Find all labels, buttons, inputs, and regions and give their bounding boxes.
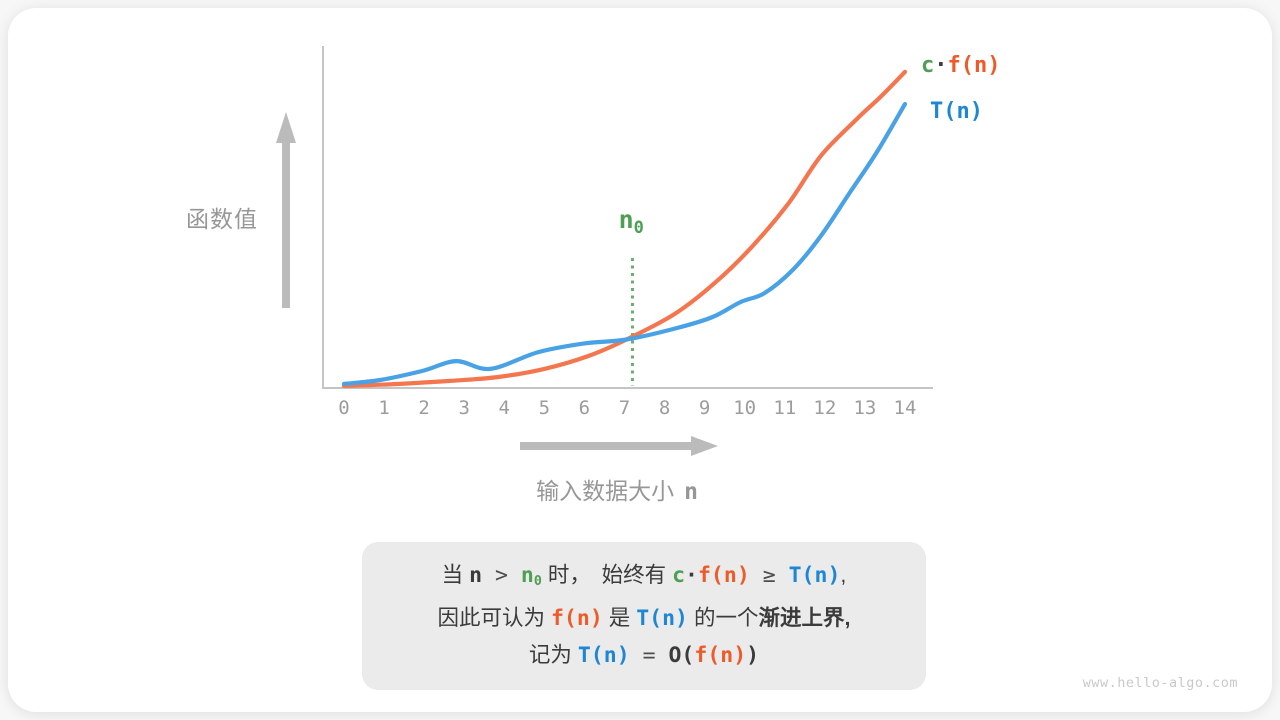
x-tick-label: 13 xyxy=(853,397,877,419)
legend-tn: T(n) xyxy=(930,99,983,124)
explanation-text-run: , xyxy=(844,605,851,630)
legend-cfn: c·f(n) xyxy=(921,53,1000,78)
legend-cfn-dot: · xyxy=(934,53,948,78)
explanation-text-run: 因此可认为 xyxy=(437,605,551,630)
explanation-text-run: T(n) xyxy=(577,642,630,668)
y-axis-label: 函数值 xyxy=(186,206,258,232)
explanation-text-run: > xyxy=(482,563,521,588)
x-tick-label: 4 xyxy=(498,397,510,419)
curve-tn xyxy=(341,101,908,386)
explanation-text-run: 是 xyxy=(602,605,637,630)
x-axis-label: 输入数据大小 n xyxy=(536,472,698,506)
explanation-text-run: 渐进上界 xyxy=(758,605,845,630)
explanation-text-run: 时， 始终有 xyxy=(541,563,673,587)
explanation-text-run: T(n) xyxy=(636,605,688,631)
x-axis-variable: n xyxy=(684,479,698,505)
explanation-line-1: 当 n > n0 时， 始终有 c·f(n) ≥ T(n), xyxy=(362,557,926,600)
n0-base: n xyxy=(618,205,634,234)
y-axis-arrow-icon xyxy=(276,112,296,308)
n0-annotation-label: n0 xyxy=(619,205,644,238)
curves-group xyxy=(341,69,908,389)
x-tick-label: 6 xyxy=(578,397,591,419)
explanation-text-run: T(n) xyxy=(788,563,841,588)
n0-subscript: 0 xyxy=(633,218,644,238)
curve-cfn xyxy=(341,69,908,389)
explanation-text-run: 的一个 xyxy=(688,605,759,630)
explanation-text-run: O( xyxy=(668,642,695,668)
legend-cfn-fn: f(n) xyxy=(947,53,1001,78)
explanation-line-3: 记为 T(n) = O(f(n)) xyxy=(362,637,926,674)
x-tick-label: 9 xyxy=(698,397,711,419)
x-tick-label: 0 xyxy=(338,397,350,419)
explanation-text-run: f(n) xyxy=(550,605,603,631)
x-axis-label-text: 输入数据大小 xyxy=(536,478,675,504)
legend-cfn-c: c xyxy=(921,53,935,78)
x-tick-label: 11 xyxy=(773,397,797,419)
explanation-text-run: f(n) xyxy=(697,563,750,588)
explanation-text-run: 当 xyxy=(441,563,470,587)
explanation-text-run: ≥ xyxy=(749,563,789,588)
explanation-box: 当 n > n0 时， 始终有 c·f(n) ≥ T(n), 因此可认为 f(n… xyxy=(362,542,926,690)
explanation-text-run: , xyxy=(840,563,847,587)
x-tick-label: 12 xyxy=(813,397,837,419)
explanation-text-run: 记为 xyxy=(528,642,578,667)
x-tick-label: 8 xyxy=(658,397,671,419)
explanation-text-run: · xyxy=(685,563,698,588)
x-tick-label: 7 xyxy=(618,397,631,419)
watermark: www.hello-algo.com xyxy=(1082,675,1238,691)
x-tick-label: 1 xyxy=(378,397,390,419)
x-tick-label: 2 xyxy=(418,397,430,419)
explanation-text-run: n xyxy=(520,563,534,588)
explanation-text-run: = xyxy=(629,642,669,668)
explanation-text-run: ) xyxy=(746,642,760,668)
explanation-text-run: n xyxy=(469,563,483,588)
explanation-text-run: f(n) xyxy=(694,642,747,668)
x-tick-label: 5 xyxy=(538,397,551,419)
x-tick-label: 3 xyxy=(458,397,470,419)
explanation-text-run: 0 xyxy=(533,573,542,589)
x-tick-label: 10 xyxy=(733,397,757,419)
x-axis-arrow-icon xyxy=(520,436,718,456)
x-tick-label: 14 xyxy=(893,397,917,419)
explanation-line-2: 因此可认为 f(n) 是 T(n) 的一个渐进上界, xyxy=(362,600,926,637)
explanation-text-run: c xyxy=(672,563,686,588)
